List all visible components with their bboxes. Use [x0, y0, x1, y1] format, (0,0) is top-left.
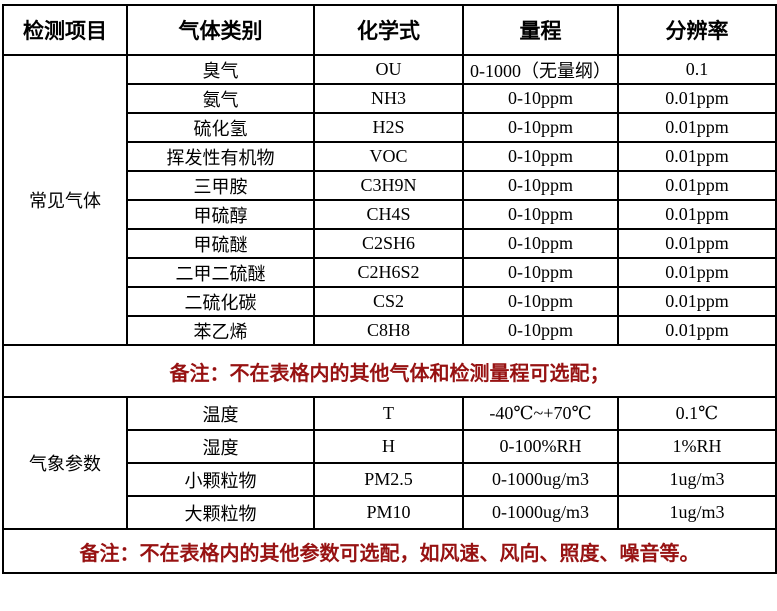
- header-chemical-formula: 化学式: [313, 4, 464, 56]
- cell-range: 0-100%RH: [462, 429, 619, 464]
- cell-formula: VOC: [313, 141, 464, 172]
- header-range: 量程: [462, 4, 619, 56]
- table-row: 湿度 H 0-100%RH 1%RH: [3, 429, 777, 464]
- table-row: 三甲胺 C3H9N 0-10ppm 0.01ppm: [3, 170, 777, 201]
- header-gas-category: 气体类别: [126, 4, 315, 56]
- remark-text-gases: 备注：不在表格内的其他气体和检测量程可选配；: [2, 344, 777, 398]
- cell-formula: NH3: [313, 83, 464, 114]
- cell-param-name: 大颗粒物: [126, 495, 315, 530]
- cell-resolution: 0.01ppm: [617, 83, 777, 114]
- cell-formula: H2S: [313, 112, 464, 143]
- table-row: 气象参数 温度 T -40℃~+70℃ 0.1℃: [2, 396, 777, 530]
- cell-gas-name: 氨气: [126, 83, 315, 114]
- table-row: 挥发性有机物 VOC 0-10ppm 0.01ppm: [3, 141, 777, 172]
- cell-gas-name: 三甲胺: [126, 170, 315, 201]
- cell-gas-name: 臭气: [126, 54, 315, 85]
- cell-gas-name: 硫化氢: [126, 112, 315, 143]
- category-cell-meteorological-params: 气象参数: [2, 396, 128, 530]
- cell-formula: PM2.5: [313, 462, 464, 497]
- cell-resolution: 0.01ppm: [617, 141, 777, 172]
- table-row: 氨气 NH3 0-10ppm 0.01ppm: [3, 83, 777, 114]
- cell-gas-name: 二硫化碳: [126, 286, 315, 317]
- table-row: 大颗粒物 PM10 0-1000ug/m3 1ug/m3: [3, 495, 777, 530]
- cell-formula: C2H6S2: [313, 257, 464, 288]
- cell-gas-name: 二甲二硫醚: [126, 257, 315, 288]
- cell-formula: C2SH6: [313, 228, 464, 259]
- table-row: 小颗粒物 PM2.5 0-1000ug/m3 1ug/m3: [3, 462, 777, 497]
- table-header-row: 检测项目 气体类别 化学式 量程 分辨率: [2, 4, 777, 56]
- table-row: 甲硫醇 CH4S 0-10ppm 0.01ppm: [3, 199, 777, 230]
- cell-resolution: 0.1℃: [617, 396, 777, 431]
- cell-range: 0-1000ug/m3: [462, 462, 619, 497]
- cell-range: 0-1000ug/m3: [462, 495, 619, 530]
- document-page: 检测项目 气体类别 化学式 量程 分辨率 常见气体 臭气 OU 0-1000（无…: [2, 4, 777, 574]
- gas-detection-spec-table: 检测项目 气体类别 化学式 量程 分辨率 常见气体 臭气 OU 0-1000（无…: [2, 4, 777, 574]
- cell-range: 0-10ppm: [462, 83, 619, 114]
- header-detection-item: 检测项目: [2, 4, 128, 56]
- cell-range: 0-10ppm: [462, 286, 619, 317]
- cell-formula: H: [313, 429, 464, 464]
- cell-gas-name: 甲硫醚: [126, 228, 315, 259]
- cell-resolution: 0.01ppm: [617, 228, 777, 259]
- table-row: 苯乙烯 C8H8 0-10ppm 0.01ppm: [3, 315, 777, 346]
- table-row: 二硫化碳 CS2 0-10ppm 0.01ppm: [3, 286, 777, 317]
- cell-range: 0-10ppm: [462, 315, 619, 346]
- cell-gas-name: 甲硫醇: [126, 199, 315, 230]
- cell-resolution: 0.01ppm: [617, 315, 777, 346]
- table-row: 常见气体 臭气 OU 0-1000（无量纲） 0.1: [2, 54, 777, 346]
- remark-row-gases: 备注：不在表格内的其他气体和检测量程可选配；: [2, 344, 777, 398]
- cell-formula: CS2: [313, 286, 464, 317]
- cell-param-name: 湿度: [126, 429, 315, 464]
- cell-resolution: 0.1: [617, 54, 777, 85]
- cell-resolution: 0.01ppm: [617, 112, 777, 143]
- cell-range: 0-10ppm: [462, 228, 619, 259]
- cell-formula: C3H9N: [313, 170, 464, 201]
- cell-formula: CH4S: [313, 199, 464, 230]
- table-row: 甲硫醚 C2SH6 0-10ppm 0.01ppm: [3, 228, 777, 259]
- cell-range: -40℃~+70℃: [462, 396, 619, 431]
- cell-resolution: 0.01ppm: [617, 199, 777, 230]
- cell-param-name: 小颗粒物: [126, 462, 315, 497]
- table-row: 二甲二硫醚 C2H6S2 0-10ppm 0.01ppm: [3, 257, 777, 288]
- cell-resolution: 1%RH: [617, 429, 777, 464]
- cell-resolution: 1ug/m3: [617, 462, 777, 497]
- cell-resolution: 0.01ppm: [617, 257, 777, 288]
- cell-formula: PM10: [313, 495, 464, 530]
- cell-range: 0-10ppm: [462, 170, 619, 201]
- cell-range: 0-10ppm: [462, 141, 619, 172]
- category-cell-common-gases: 常见气体: [2, 54, 128, 346]
- header-resolution: 分辨率: [617, 4, 777, 56]
- cell-formula: OU: [313, 54, 464, 85]
- cell-formula: T: [313, 396, 464, 431]
- cell-range: 0-10ppm: [462, 257, 619, 288]
- cell-range: 0-1000（无量纲）: [462, 54, 619, 85]
- cell-param-name: 温度: [126, 396, 315, 431]
- cell-range: 0-10ppm: [462, 199, 619, 230]
- cell-resolution: 0.01ppm: [617, 286, 777, 317]
- cell-resolution: 0.01ppm: [617, 170, 777, 201]
- cell-gas-name: 挥发性有机物: [126, 141, 315, 172]
- remark-row-params: 备注：不在表格内的其他参数可选配，如风速、风向、照度、噪音等。: [2, 528, 777, 574]
- remark-text-params: 备注：不在表格内的其他参数可选配，如风速、风向、照度、噪音等。: [2, 528, 777, 574]
- cell-formula: C8H8: [313, 315, 464, 346]
- table-row: 硫化氢 H2S 0-10ppm 0.01ppm: [3, 112, 777, 143]
- cell-range: 0-10ppm: [462, 112, 619, 143]
- cell-resolution: 1ug/m3: [617, 495, 777, 530]
- cell-gas-name: 苯乙烯: [126, 315, 315, 346]
